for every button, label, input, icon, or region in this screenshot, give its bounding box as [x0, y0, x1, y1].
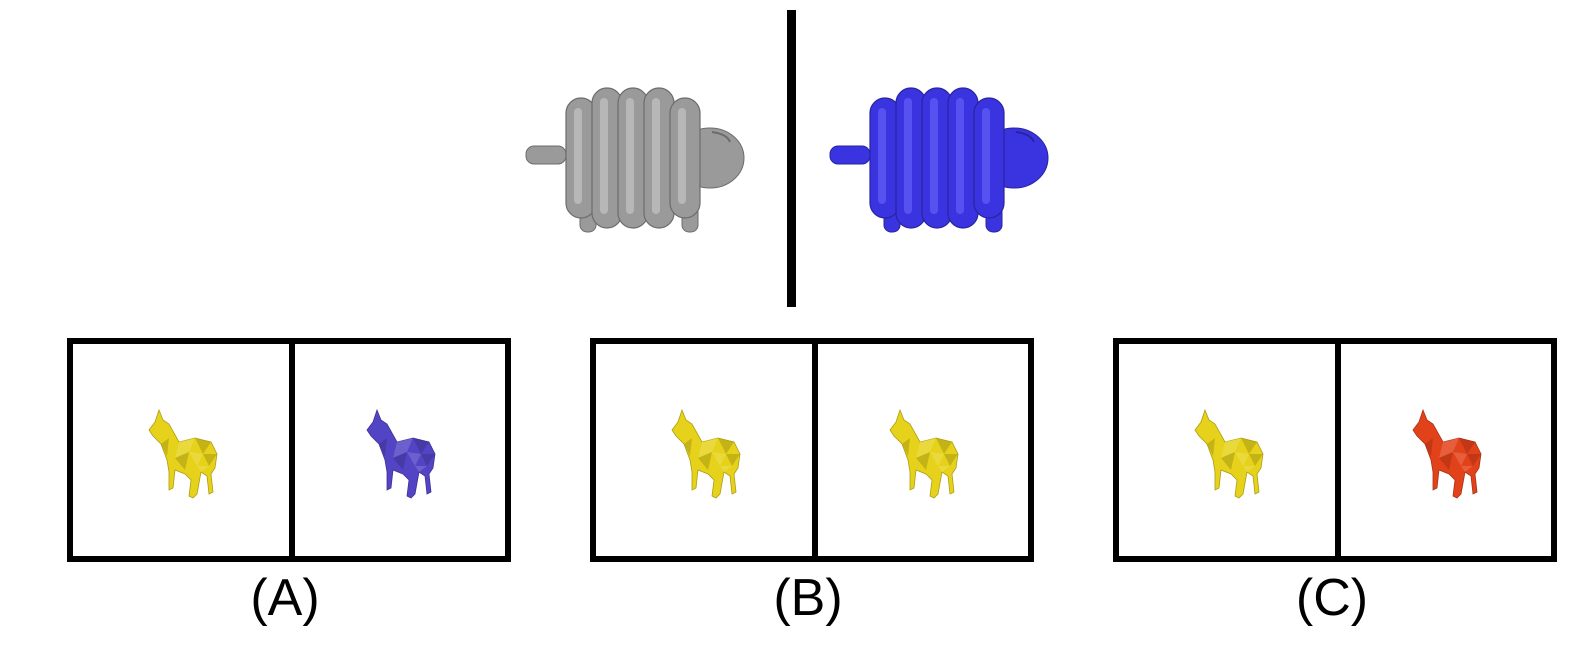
sheep-blue-svg	[829, 87, 1049, 233]
option-a-panel[interactable]	[67, 338, 511, 562]
sheep-part	[626, 98, 634, 214]
giraffe-facet	[393, 442, 407, 458]
sheep-part	[525, 145, 567, 165]
sheep-part	[574, 108, 582, 204]
giraffe-right	[1403, 408, 1485, 504]
giraffe-facet	[920, 438, 936, 452]
giraffe-facet	[397, 438, 413, 452]
option-b-label: (B)	[773, 569, 843, 627]
option-a-right-cell	[295, 344, 505, 556]
option-c-right-cell	[1341, 344, 1551, 556]
giraffe-facet	[1235, 452, 1249, 466]
giraffe-right	[880, 408, 962, 504]
giraffe-facet	[1221, 452, 1235, 470]
giraffe-facet	[726, 454, 740, 466]
giraffe-facet	[1467, 454, 1481, 466]
sheep-part	[878, 108, 886, 204]
giraffe-facet	[938, 466, 950, 472]
giraffe-facet	[1443, 438, 1459, 452]
option-b-right-cell	[818, 344, 1028, 556]
giraffe-left	[662, 408, 744, 504]
sheep-part	[829, 145, 871, 165]
sheep-gray-svg	[525, 87, 745, 233]
giraffe-facet	[175, 442, 189, 458]
sheep-part	[930, 98, 938, 214]
giraffe-facet	[720, 466, 732, 472]
giraffe-facet	[413, 438, 429, 454]
giraffe-facet	[1249, 454, 1263, 466]
sheep-part	[711, 131, 731, 143]
sheep-part	[678, 108, 686, 204]
giraffe-facet	[916, 442, 930, 458]
reference-sheep-blue	[826, 84, 1050, 236]
sheep-part	[652, 98, 660, 214]
giraffe-facet	[175, 452, 189, 470]
giraffe-facet	[712, 452, 726, 466]
giraffe-facet	[1207, 438, 1215, 456]
option-c-label: (C)	[1295, 569, 1369, 627]
giraffe-facet	[1243, 466, 1255, 472]
giraffe-facet	[195, 438, 211, 454]
giraffe-facet	[936, 438, 952, 454]
giraffe-facet	[1439, 452, 1453, 470]
giraffe-facet	[421, 454, 435, 466]
giraffe-facet	[1439, 442, 1453, 458]
giraffe-facet	[415, 466, 427, 472]
giraffe-facet	[1241, 438, 1257, 454]
giraffe-facet	[161, 438, 169, 456]
option-a-label: (A)	[250, 569, 320, 627]
giraffe-left	[139, 408, 221, 504]
giraffe-facet	[930, 452, 944, 466]
giraffe-facet	[407, 452, 421, 466]
option-a-divider	[289, 344, 295, 556]
giraffe-facet	[916, 452, 930, 470]
giraffe-right	[357, 408, 439, 504]
giraffe-facet	[197, 466, 209, 472]
sheep-part	[956, 98, 964, 214]
giraffe-facet	[189, 452, 203, 466]
giraffe-facet	[1221, 442, 1235, 458]
sheep-part	[982, 108, 990, 204]
option-b-panel[interactable]	[590, 338, 1034, 562]
sheep-part	[1015, 131, 1035, 143]
giraffe-facet	[179, 438, 195, 452]
option-c-left-cell	[1119, 344, 1335, 556]
reference-sheep-gray	[522, 84, 746, 236]
giraffe-facet	[718, 438, 734, 454]
giraffe-facet	[902, 438, 910, 456]
giraffe-facet	[393, 452, 407, 470]
giraffe-facet	[1461, 466, 1473, 472]
giraffe-left	[1185, 408, 1267, 504]
option-a-left-cell	[73, 344, 289, 556]
giraffe-facet	[944, 454, 958, 466]
sheep-part	[600, 98, 608, 214]
option-c-divider	[1335, 344, 1341, 556]
option-b-left-cell	[596, 344, 812, 556]
giraffe-facet	[684, 438, 692, 456]
giraffe-facet	[1425, 438, 1433, 456]
giraffe-facet	[1225, 438, 1241, 452]
giraffe-facet	[1459, 438, 1475, 454]
option-c-panel[interactable]	[1113, 338, 1557, 562]
option-b-divider	[812, 344, 818, 556]
pair-divider	[787, 10, 796, 307]
giraffe-facet	[702, 438, 718, 452]
giraffe-facet	[203, 454, 217, 466]
giraffe-facet	[698, 442, 712, 458]
giraffe-facet	[698, 452, 712, 470]
giraffe-facet	[379, 438, 387, 456]
giraffe-facet	[1453, 452, 1467, 466]
sheep-part	[904, 98, 912, 214]
